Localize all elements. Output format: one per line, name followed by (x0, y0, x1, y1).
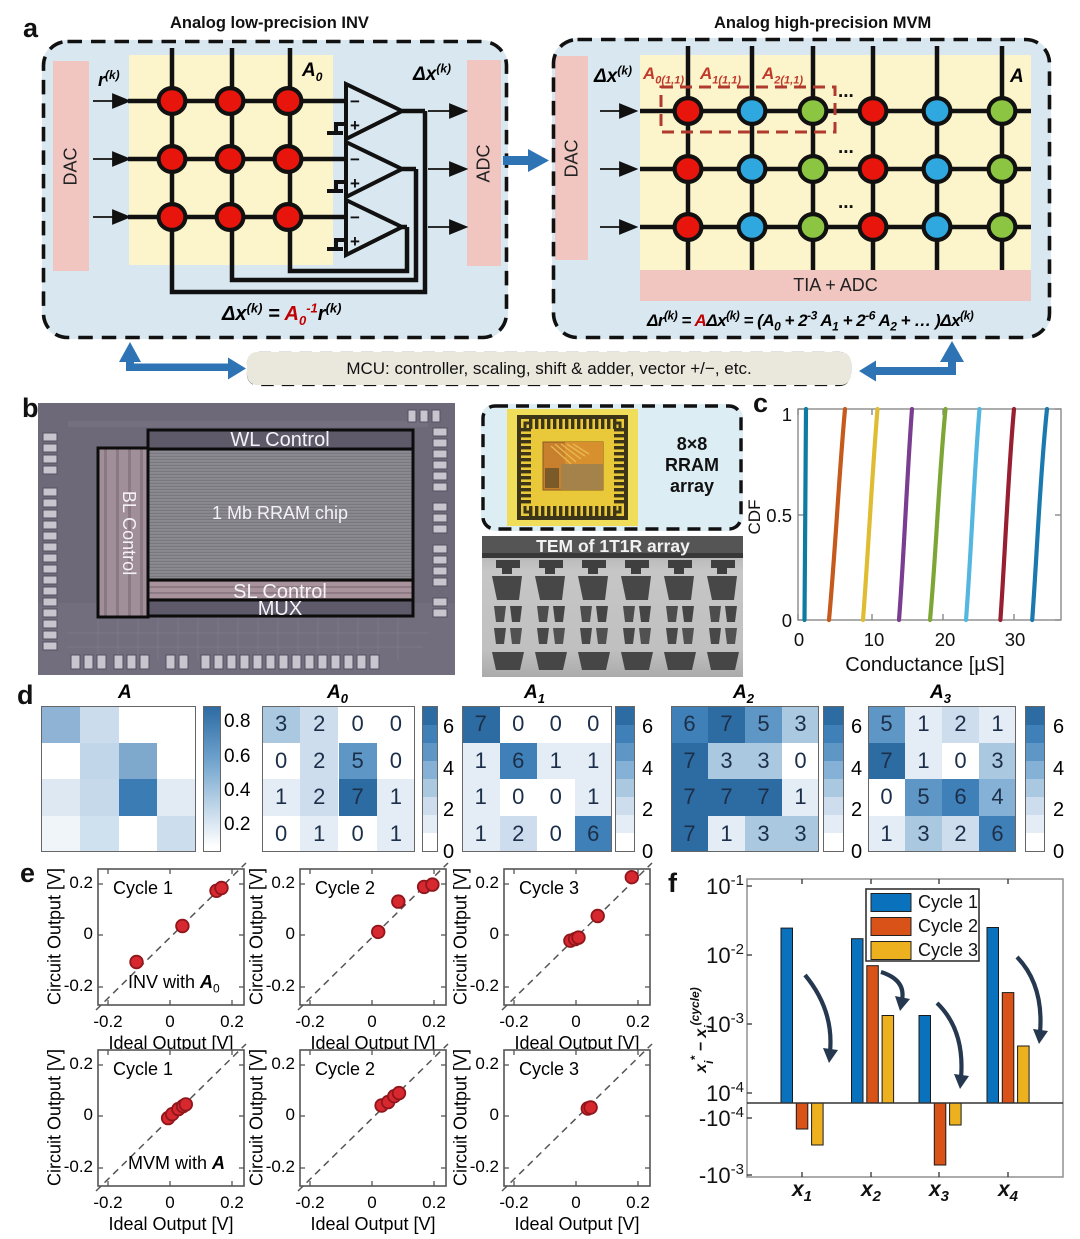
svg-text:-10-3: -10-3 (699, 1161, 744, 1188)
svg-text:−: − (350, 92, 360, 111)
svg-text:+: + (350, 116, 360, 135)
svg-text:30: 30 (1005, 629, 1026, 650)
svg-text:-10-4: -10-4 (699, 1104, 744, 1131)
svg-text:+: + (350, 232, 360, 251)
svg-text:RRAM: RRAM (665, 455, 719, 475)
svg-text:1: 1 (782, 404, 792, 425)
svg-text:10-1: 10-1 (706, 872, 744, 899)
svg-text:10-2: 10-2 (706, 941, 744, 968)
svg-text:x1: x1 (791, 1178, 812, 1205)
svg-text:−: − (350, 150, 360, 169)
svg-text:10: 10 (864, 629, 885, 650)
svg-text:10-3: 10-3 (706, 1010, 744, 1037)
svg-text:Cycle 1: Cycle 1 (918, 892, 978, 912)
svg-text:x2: x2 (860, 1178, 882, 1205)
svg-text:array: array (670, 476, 714, 496)
svg-text:1 Mb RRAM chip: 1 Mb RRAM chip (212, 503, 348, 523)
svg-text:...: ... (838, 137, 854, 158)
svg-text:CDF: CDF (745, 500, 764, 535)
svg-text:Conductance [µS]: Conductance [µS] (845, 654, 1004, 676)
svg-text:Cycle 2: Cycle 2 (918, 916, 978, 936)
svg-text:0: 0 (782, 610, 792, 631)
svg-text:WL Control: WL Control (230, 429, 329, 451)
svg-text:SL Control: SL Control (233, 581, 327, 603)
svg-text:x3: x3 (928, 1178, 950, 1205)
svg-text:0.5: 0.5 (766, 505, 792, 526)
svg-text:0: 0 (794, 629, 804, 650)
svg-text:Cycle 3: Cycle 3 (918, 940, 978, 960)
svg-text:+: + (350, 174, 360, 193)
svg-text:20: 20 (935, 629, 956, 650)
svg-text:BL Control: BL Control (119, 491, 139, 575)
svg-text:−: − (350, 208, 360, 227)
svg-text:10-4: 10-4 (706, 1079, 744, 1106)
svg-text:...: ... (838, 81, 854, 102)
svg-text:...: ... (838, 192, 854, 213)
svg-text:8×8: 8×8 (677, 434, 708, 454)
svg-text:MUX: MUX (258, 598, 302, 620)
svg-text:TEM of 1T1R array: TEM of 1T1R array (536, 536, 690, 556)
svg-text:x4: x4 (997, 1178, 1019, 1205)
